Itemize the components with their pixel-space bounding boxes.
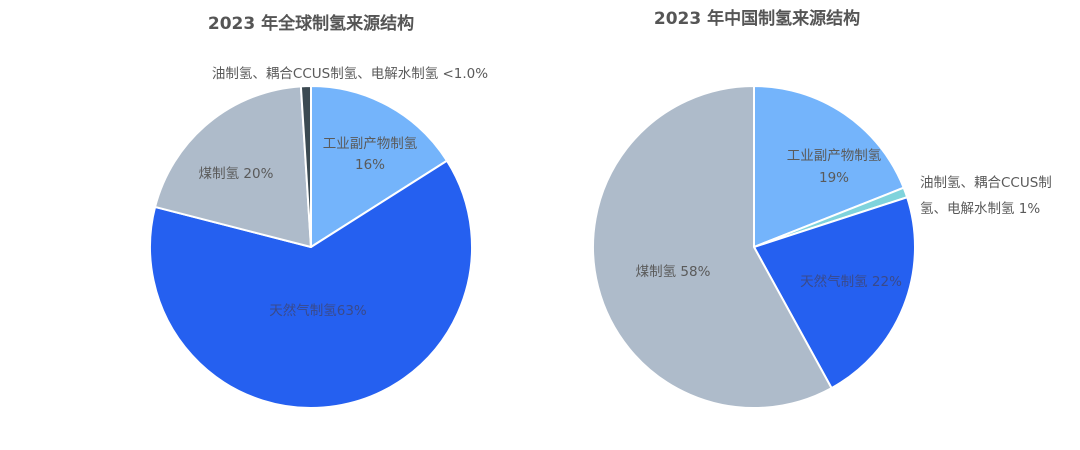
chart-title: 2023 年中国制氢来源结构 bbox=[654, 8, 860, 29]
slice-label-line: 16% bbox=[355, 157, 385, 173]
slice-label-3: 煤制氢 58% bbox=[636, 264, 711, 280]
slice-label-line: 煤制氢 20% bbox=[199, 166, 274, 182]
pie-slice-0[interactable] bbox=[753, 85, 905, 248]
slice-label-line: 油制氢、耦合CCUS制 bbox=[920, 175, 1052, 191]
slice-label-1: 油制氢、耦合CCUS制氢、电解水制氢 1% bbox=[920, 175, 1052, 217]
pie-slice-3[interactable] bbox=[592, 85, 833, 409]
slice-label-line: 油制氢、耦合CCUS制氢、电解水制氢 <1.0% bbox=[212, 66, 488, 82]
slice-label-line: 天然气制氢63% bbox=[269, 302, 367, 319]
chart-title: 2023 年全球制氢来源结构 bbox=[208, 13, 414, 34]
slice-label-0: 工业副产物制氢 16% bbox=[323, 136, 418, 173]
pie-slice-2[interactable] bbox=[753, 196, 916, 390]
pie-slice-1[interactable] bbox=[149, 159, 473, 409]
slice-label-1: 天然气制氢63% bbox=[269, 302, 367, 319]
slice-label-line: 工业副产物制氢 bbox=[323, 136, 418, 152]
pie-slice-0[interactable] bbox=[310, 85, 448, 248]
slice-label-2: 煤制氢 20% bbox=[199, 166, 274, 182]
slice-label-line: 天然气制氢 22% bbox=[800, 273, 902, 290]
slice-label-2: 天然气制氢 22% bbox=[800, 273, 902, 290]
slice-label-line: 煤制氢 58% bbox=[636, 264, 711, 280]
slice-label-line: 19% bbox=[819, 170, 849, 186]
pie-slice-2[interactable] bbox=[154, 85, 312, 248]
pie-slice-3[interactable] bbox=[299, 85, 312, 248]
slice-label-0: 工业副产物制氢 19% bbox=[787, 148, 882, 186]
slice-label-line: 工业副产物制氢 bbox=[787, 148, 882, 164]
slice-label-line: 氢、电解水制氢 1% bbox=[920, 201, 1040, 217]
slice-label-3: 油制氢、耦合CCUS制氢、电解水制氢 <1.0% bbox=[212, 66, 488, 82]
